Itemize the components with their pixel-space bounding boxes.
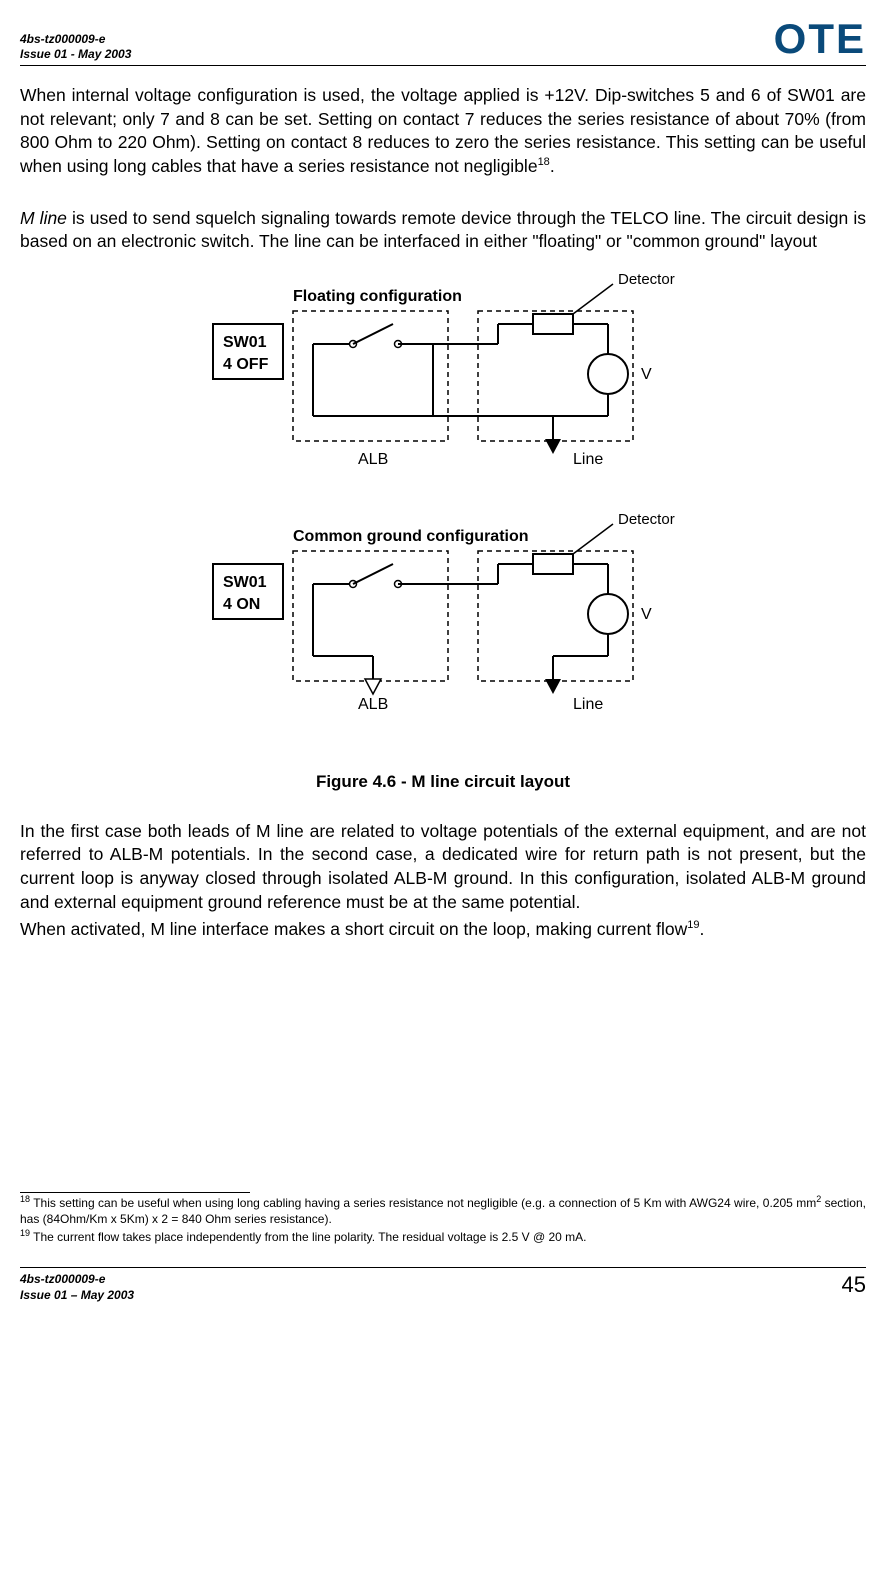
fig-bot-v: V — [641, 606, 652, 623]
doc-id-line1: 4bs-tz000009-e — [20, 32, 131, 48]
doc-id-line2: Issue 01 - May 2003 — [20, 47, 131, 63]
paragraph-4: When activated, M line interface makes a… — [20, 918, 866, 942]
p4-text: When activated, M line interface makes a… — [20, 919, 687, 939]
figure-caption: Figure 4.6 - M line circuit layout — [20, 772, 866, 792]
fn19-num: 19 — [20, 1228, 30, 1238]
fig-top-v: V — [641, 366, 652, 383]
paragraph-3: In the first case both leads of M line a… — [20, 820, 866, 915]
footer-doc-id-l2: Issue 01 – May 2003 — [20, 1288, 134, 1304]
header-doc-id: 4bs-tz000009-e Issue 01 - May 2003 — [20, 32, 131, 63]
fn18-num: 18 — [20, 1194, 30, 1204]
fn18-text: This setting can be useful when using lo… — [30, 1196, 816, 1210]
p1-text: When internal voltage configuration is u… — [20, 85, 866, 176]
fig-top-box-l2: 4 OFF — [223, 356, 269, 373]
p4-footnote-ref: 19 — [687, 919, 699, 931]
page-footer: 4bs-tz000009-e Issue 01 – May 2003 45 — [20, 1267, 866, 1303]
fig-top-alb: ALB — [358, 451, 388, 468]
paragraph-2: M line is used to send squelch signaling… — [20, 207, 866, 254]
fig-bot-title: Common ground configuration — [293, 528, 529, 545]
p1-tail: . — [550, 156, 555, 176]
fig-bot-box-l2: 4 ON — [223, 596, 260, 613]
p2-lead: M line — [20, 208, 67, 228]
fig-top-detector: Detector — [618, 271, 675, 288]
fn19-text: The current flow takes place independent… — [30, 1230, 586, 1244]
p2-rest: is used to send squelch signaling toward… — [20, 208, 866, 252]
paragraph-1: When internal voltage configuration is u… — [20, 84, 866, 179]
fig-top-title: Floating configuration — [293, 288, 462, 305]
p4-tail: . — [700, 919, 705, 939]
footer-doc-id: 4bs-tz000009-e Issue 01 – May 2003 — [20, 1272, 134, 1303]
logo: OTE — [774, 15, 866, 63]
fig-bot-line: Line — [573, 696, 603, 713]
footnote-18: 18 This setting can be useful when using… — [20, 1193, 866, 1227]
fig-top-line: Line — [573, 451, 603, 468]
p1-footnote-ref: 18 — [538, 156, 550, 168]
footnote-19: 19 The current flow takes place independ… — [20, 1227, 866, 1245]
fig-top-box-l1: SW01 — [223, 334, 267, 351]
fig-bot-alb: ALB — [358, 696, 388, 713]
fig-bot-box-l1: SW01 — [223, 574, 267, 591]
page-header: 4bs-tz000009-e Issue 01 - May 2003 OTE — [20, 15, 866, 66]
page-number: 45 — [842, 1272, 866, 1298]
fig-bot-detector: Detector — [618, 511, 675, 528]
figure-diagram: Floating configuration SW01 4 OFF — [20, 269, 866, 754]
footer-doc-id-l1: 4bs-tz000009-e — [20, 1272, 134, 1288]
